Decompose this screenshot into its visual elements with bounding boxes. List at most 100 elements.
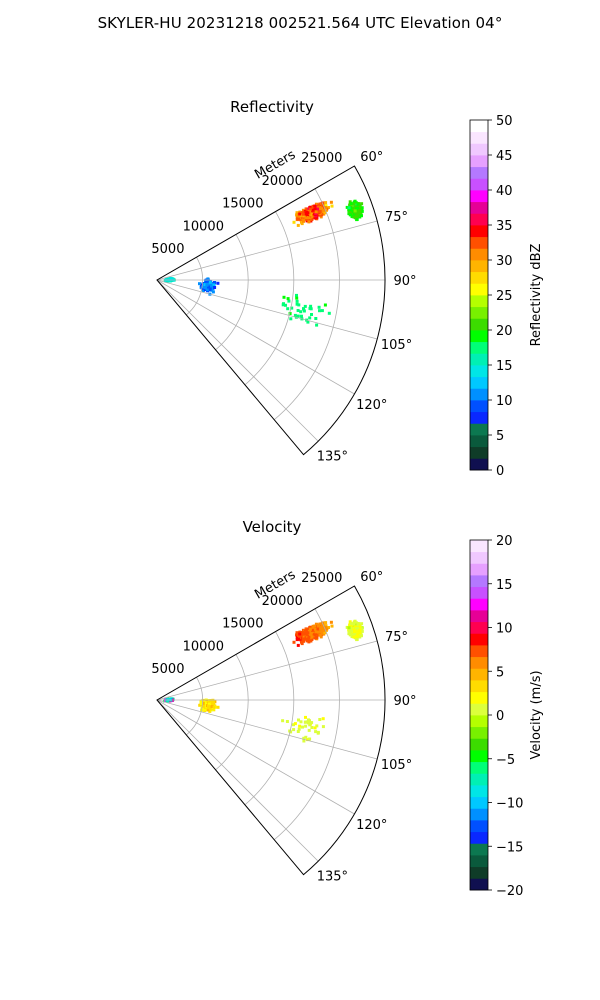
echo-gate xyxy=(292,728,296,732)
velocity-panel: Velocity 5000 10000 15000 20000 25000 60° 75°… xyxy=(151,518,416,884)
echo-gate xyxy=(313,636,317,640)
echo-gate xyxy=(315,323,319,327)
echo-gate xyxy=(318,718,322,721)
colorbar-segment xyxy=(470,131,488,144)
azimuth-tick-label: 75° xyxy=(385,210,408,225)
echo-gate xyxy=(355,627,358,631)
colorbar-segment xyxy=(470,563,488,576)
echo-gate xyxy=(298,212,302,216)
colorbar-segment xyxy=(470,855,488,868)
echo-gate xyxy=(208,285,212,289)
grid-ring xyxy=(273,608,340,841)
echo-gate xyxy=(201,289,205,292)
echo-gate xyxy=(204,701,208,705)
range-tick-label: 15000 xyxy=(222,197,263,212)
echo-gate xyxy=(360,208,364,212)
echo-gate xyxy=(358,205,362,209)
colorbar-segment xyxy=(470,306,488,319)
colorbar-tick-label: 5 xyxy=(496,665,504,680)
echo-gate xyxy=(296,217,300,221)
colorbar-tick-label: 30 xyxy=(496,254,513,269)
echo-gate xyxy=(295,299,299,303)
echo-gate xyxy=(209,699,213,703)
colorbar-segment xyxy=(470,155,488,168)
colorbar-segment xyxy=(470,843,488,856)
azimuth-tick-label: 105° xyxy=(381,758,412,773)
echo-gate xyxy=(322,208,325,212)
echo-gate xyxy=(324,201,328,205)
echo-gate xyxy=(285,720,289,723)
colorbar-segment xyxy=(470,575,488,588)
grid-spoke xyxy=(156,220,378,281)
echo-gate xyxy=(308,638,311,642)
echo-gate xyxy=(307,636,311,640)
colorbar-tick-label: 40 xyxy=(496,184,513,199)
echo-gate xyxy=(352,202,356,206)
echo-gate xyxy=(360,622,364,626)
echo-gate xyxy=(295,302,299,306)
colorbar-segment xyxy=(470,785,488,798)
echo-gate xyxy=(201,285,205,289)
echo-gate xyxy=(287,299,291,303)
echo-gate xyxy=(323,211,327,215)
echo-gate xyxy=(303,630,307,633)
echo-gate xyxy=(295,211,299,215)
echo-gate xyxy=(308,627,312,631)
echo-gate xyxy=(327,311,331,315)
colorbar-segment xyxy=(470,353,488,366)
echo-gate xyxy=(349,622,353,626)
azimuth-tick-label: 135° xyxy=(317,449,348,464)
colorbar-segment xyxy=(470,761,488,774)
echo-gate xyxy=(296,314,300,318)
grid-ring xyxy=(186,257,203,316)
echo-gate xyxy=(356,212,360,216)
echo-gate xyxy=(317,210,321,214)
colorbar-segment xyxy=(470,633,488,646)
echo-gate xyxy=(310,215,314,219)
colorbar-tick-label: 20 xyxy=(496,534,513,549)
echo-gate xyxy=(329,200,333,204)
echo-gate xyxy=(353,619,357,623)
echo-gate xyxy=(349,202,353,206)
echo-gate xyxy=(208,280,212,284)
grid-spoke xyxy=(156,279,378,340)
echo-gate xyxy=(203,283,207,287)
echo-gate xyxy=(348,213,352,217)
echo-gate xyxy=(354,623,358,627)
velocity-grid xyxy=(156,585,386,876)
echo-gate xyxy=(306,320,310,324)
echo-gate xyxy=(203,286,207,289)
echo-gate xyxy=(211,290,215,294)
velocity-colorbar: −20 −15 −10 −5 0 5 10 15 20 Velocity (m/s) xyxy=(469,534,544,899)
echo-gate xyxy=(286,297,290,301)
echo-gate xyxy=(289,317,293,321)
echo-gate xyxy=(356,623,360,627)
colorbar-segment xyxy=(470,621,488,634)
echo-gate xyxy=(317,623,321,627)
reflectivity-azimuth-ticks: 60° 75° 90° 105° 120° 135° xyxy=(317,150,417,464)
echo-gate xyxy=(349,626,353,630)
colorbar-tick-label: 15 xyxy=(496,359,513,374)
range-tick-label: 25000 xyxy=(301,571,342,586)
echo-gate xyxy=(310,726,314,729)
grid-spoke xyxy=(156,699,319,862)
colorbar-segment xyxy=(470,283,488,296)
echo-gate xyxy=(314,202,318,206)
reflectivity-colorbar-label: Reflectivity dBZ xyxy=(529,244,544,347)
echo-gate xyxy=(295,635,299,639)
echo-gate xyxy=(360,202,364,206)
echo-gate xyxy=(216,281,220,285)
colorbar-segment xyxy=(470,143,488,156)
colorbar-segment xyxy=(470,120,488,133)
echo-gate xyxy=(314,632,318,636)
reflectivity-colorbar-bar xyxy=(469,119,489,471)
echo-gate xyxy=(330,624,334,628)
echo-gate xyxy=(306,633,310,636)
echo-gate xyxy=(306,637,310,641)
colorbar-segment xyxy=(470,423,488,436)
echo-gate xyxy=(208,707,212,711)
echo-gate xyxy=(330,204,334,208)
velocity-echoes xyxy=(163,619,364,743)
echo-gate xyxy=(347,626,351,630)
colorbar-segment xyxy=(470,318,488,331)
